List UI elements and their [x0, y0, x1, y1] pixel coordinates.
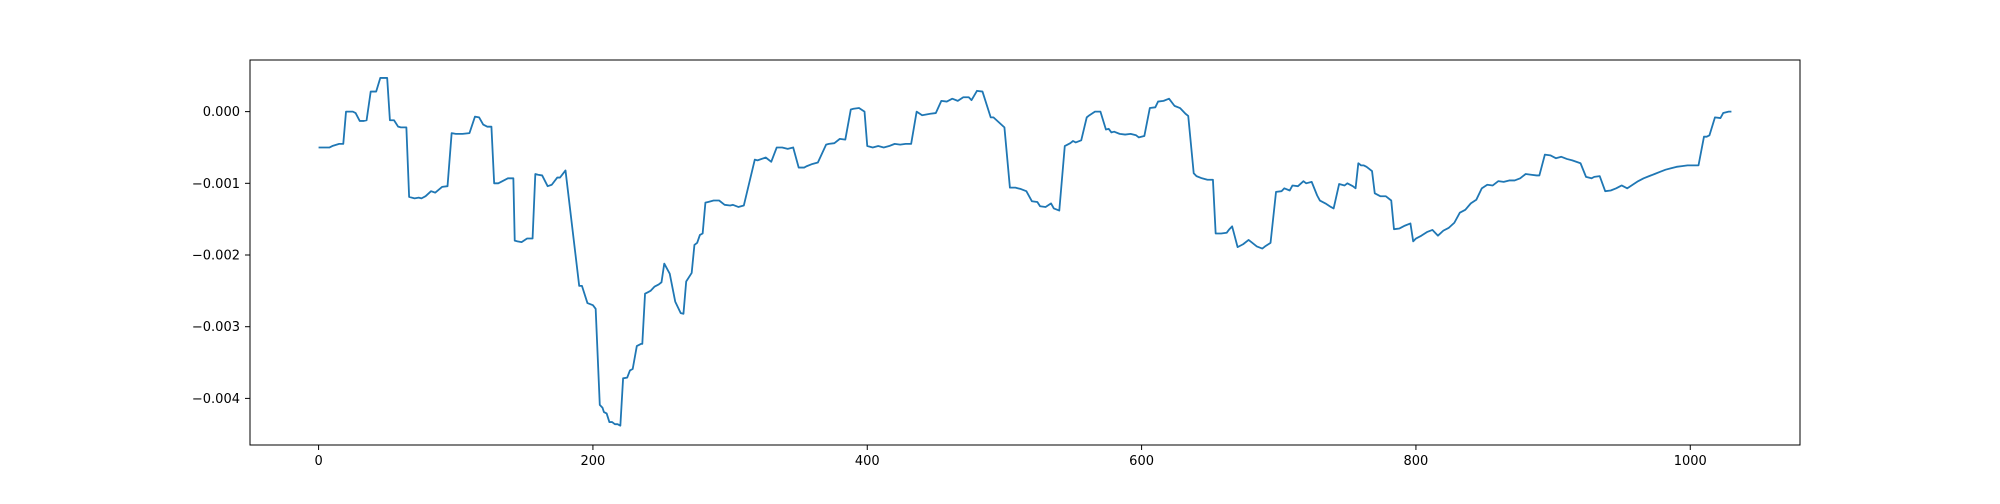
x-tick-label: 400	[855, 454, 880, 469]
y-tick-label: 0.000	[203, 105, 240, 120]
series-line	[318, 77, 1732, 427]
x-tick-label: 200	[581, 454, 606, 469]
plot-area	[318, 77, 1732, 427]
axes: 0 200 400 600 800 1000 0.000 −0.001 −0.002 −0.003…	[192, 105, 1707, 469]
x-tick-label: 600	[1129, 454, 1154, 469]
x-tick-label: 0	[314, 454, 322, 469]
x-tick-label: 800	[1404, 454, 1429, 469]
y-tick-label: −0.004	[192, 392, 240, 407]
y-tick-label: −0.001	[192, 177, 240, 192]
x-tick-label: 1000	[1674, 454, 1707, 469]
y-tick-label: −0.002	[192, 249, 240, 264]
y-tick-label: −0.003	[192, 320, 240, 335]
axes-frame	[249, 59, 1801, 446]
